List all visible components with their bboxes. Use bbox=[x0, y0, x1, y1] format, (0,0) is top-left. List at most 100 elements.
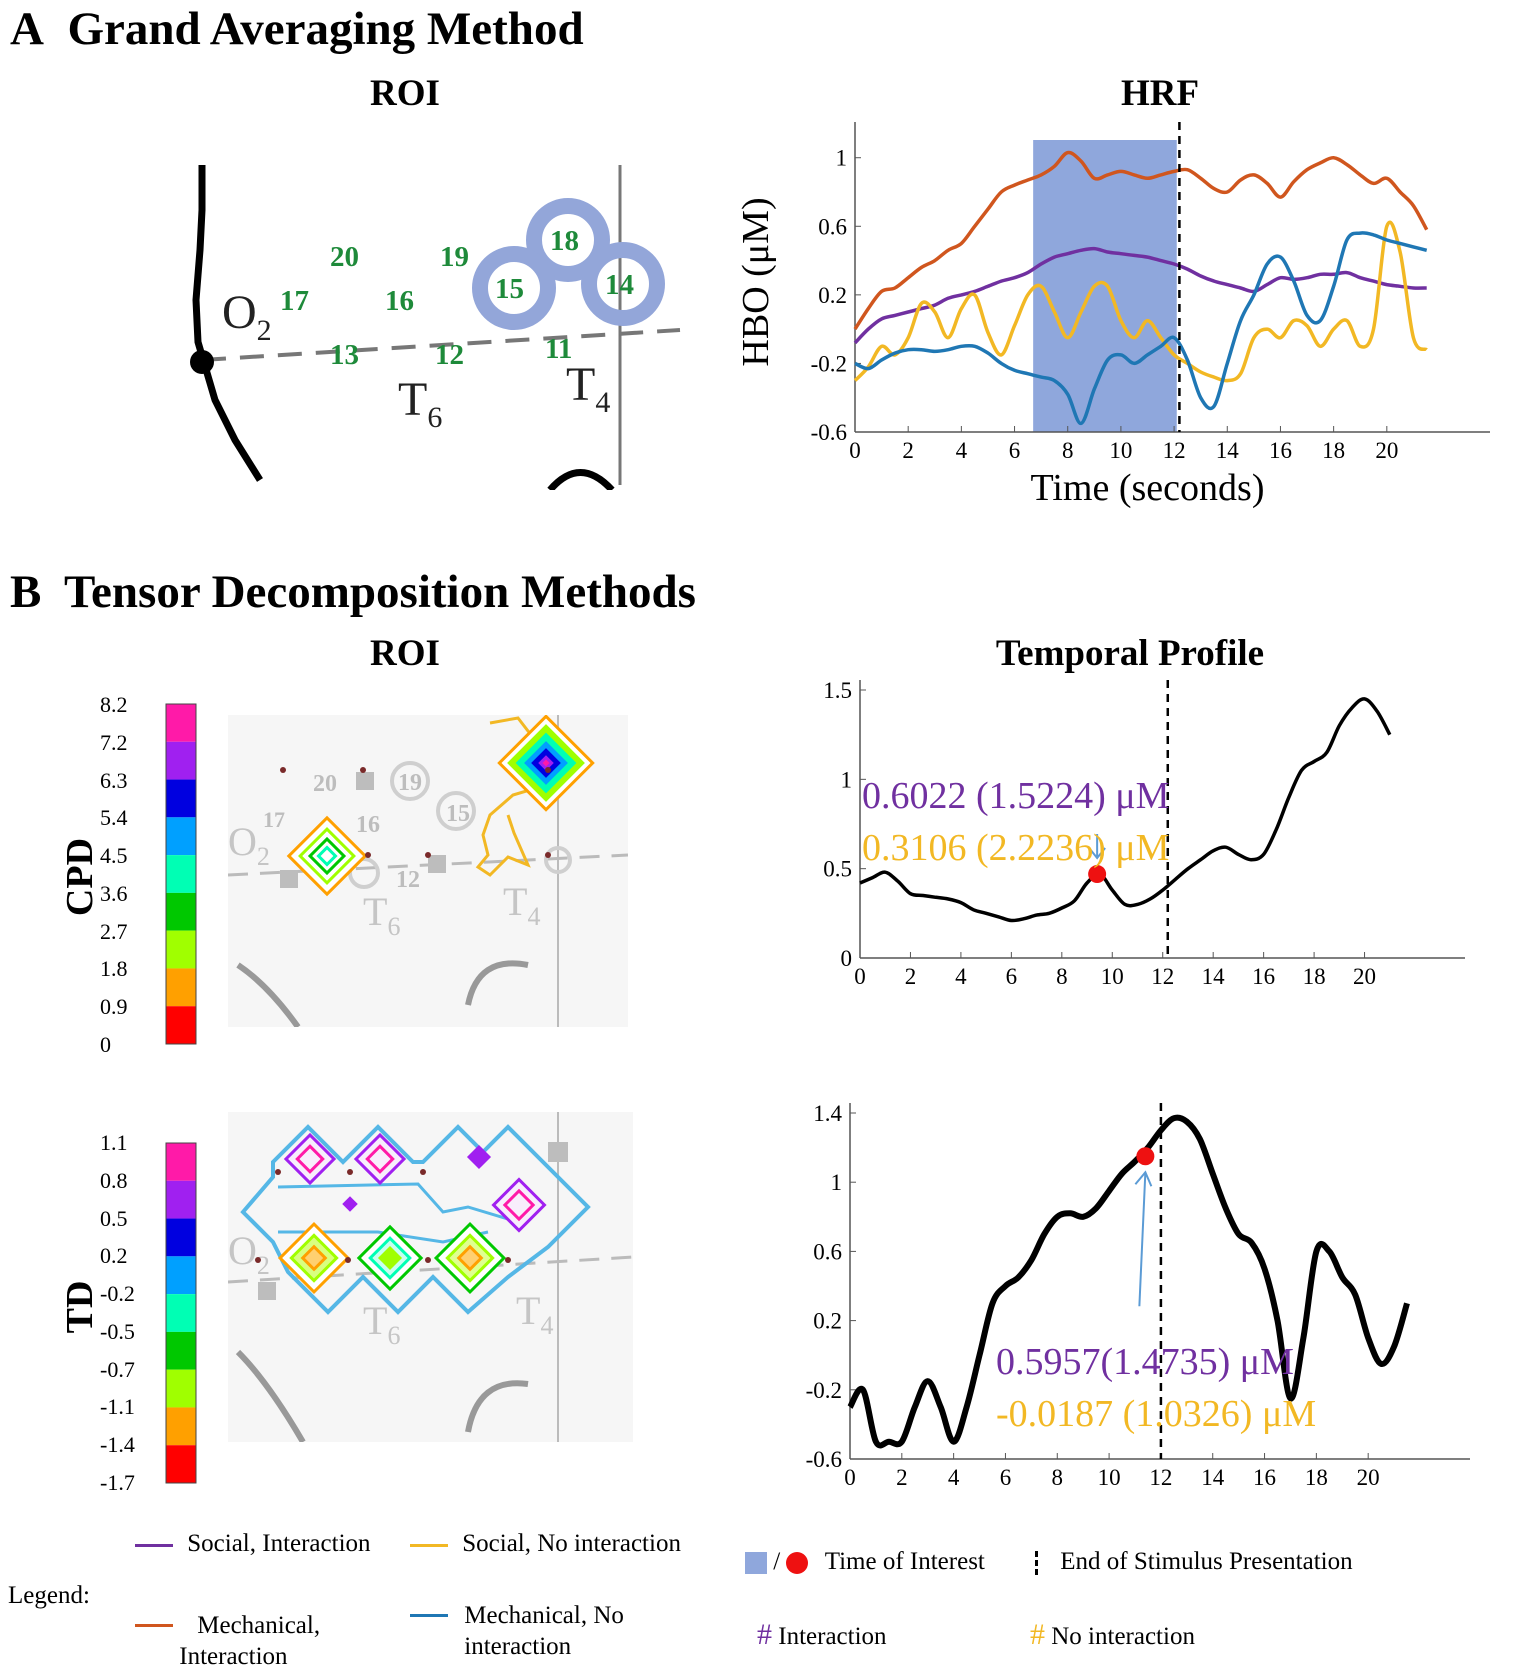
legend-title: Legend: bbox=[8, 1582, 90, 1609]
legend-line-social-no-interaction bbox=[410, 1543, 448, 1547]
colorbar-tick-label: 3.6 bbox=[100, 880, 128, 906]
legend-slash: / bbox=[773, 1548, 781, 1575]
channel-13: 13 bbox=[330, 339, 359, 371]
legend-label-social-interaction: Social, Interaction bbox=[187, 1530, 371, 1557]
y-tick-label: -0.2 bbox=[811, 351, 847, 376]
x-tick-label: 8 bbox=[1062, 438, 1074, 463]
td-colorbar bbox=[165, 1142, 197, 1484]
x-tick-label: 12 bbox=[1163, 438, 1186, 463]
series-line-social-no-interaction bbox=[853, 220, 1428, 383]
x-tick-label: 16 bbox=[1269, 438, 1292, 463]
series-line-mechanical-no-interaction bbox=[854, 231, 1428, 426]
x-tick-label: 4 bbox=[948, 1465, 960, 1490]
x-tick-label: 4 bbox=[955, 964, 967, 989]
svg-text:16: 16 bbox=[356, 812, 380, 838]
colorbar-tick-label: 2.7 bbox=[100, 918, 128, 944]
x-tick-label: 0 bbox=[849, 438, 861, 463]
legend-label-social-no-interaction: Social, No interaction bbox=[462, 1530, 681, 1557]
colorbar-tick-label: -1.7 bbox=[100, 1470, 135, 1495]
y-tick-label: 1.4 bbox=[813, 1101, 842, 1126]
colorbar-tick-label: -0.5 bbox=[100, 1318, 135, 1344]
x-tick-label: 4 bbox=[956, 438, 968, 463]
svg-text:17: 17 bbox=[263, 807, 285, 832]
x-tick-label: 18 bbox=[1305, 1465, 1328, 1490]
colorbar-segment bbox=[166, 1369, 196, 1408]
legend-no-interaction-color: # No interaction bbox=[1030, 1616, 1195, 1654]
cpd-annotation-interaction: 0.6022 (1.5224) μM bbox=[862, 775, 1170, 817]
legend-label-mechanical-interaction-1: Mechanical, bbox=[197, 1612, 321, 1639]
y-tick-label: 1.5 bbox=[823, 680, 852, 703]
legend-interaction-label: Interaction bbox=[778, 1623, 887, 1650]
legend-social-no-interaction: Social, No interaction bbox=[410, 1528, 681, 1559]
hrf-title: HRF bbox=[1120, 73, 1200, 114]
cpd-annotation: 0.6022 (1.5224) μM 0.3106 (2.2236) μM bbox=[862, 770, 1169, 874]
section-b-title-text: Tensor Decomposition Methods bbox=[64, 566, 696, 618]
colorbar-tick-label: -1.4 bbox=[100, 1432, 135, 1458]
x-tick-label: 8 bbox=[1056, 964, 1068, 989]
roi-ring-15 bbox=[472, 246, 556, 330]
colorbar-tick-label: 6.3 bbox=[100, 767, 128, 793]
y-tick-label: 0 bbox=[841, 946, 853, 971]
ear-arc bbox=[547, 469, 615, 490]
y-tick-label: -0.2 bbox=[806, 1378, 842, 1403]
time-of-interest-arrow bbox=[1088, 834, 1106, 860]
time-of-interest-arrow bbox=[1134, 1170, 1153, 1307]
y-tick-label: 1 bbox=[831, 1170, 843, 1195]
x-tick-label: 12 bbox=[1149, 1465, 1172, 1490]
colorbar-segment bbox=[166, 1006, 196, 1044]
cpd-temporal-chart: 0 2 4 6 8 10 12 14 16 18 20 1.5 1 0.5 0 bbox=[823, 680, 1465, 989]
legend-hash-purple: # bbox=[757, 1618, 772, 1651]
x-axis-label: Time (seconds) bbox=[1031, 467, 1265, 509]
colorbar-tick-label: 7.2 bbox=[100, 729, 128, 755]
section-a-title-text: Grand Averaging Method bbox=[67, 3, 584, 55]
channel-17: 17 bbox=[280, 285, 309, 317]
legend-label-mechanical-no-interaction-2: interaction bbox=[464, 1633, 572, 1661]
svg-text:20: 20 bbox=[313, 771, 337, 797]
svg-text:12: 12 bbox=[396, 867, 420, 893]
series-line-temporal-profile bbox=[859, 697, 1392, 923]
reference-line bbox=[201, 328, 681, 362]
section-b-letter: B bbox=[10, 566, 42, 618]
legend-line-social-interaction bbox=[135, 1543, 173, 1547]
time-of-interest-point bbox=[1136, 1147, 1155, 1166]
x-tick-label: 10 bbox=[1101, 964, 1124, 989]
t4-label: T4 bbox=[566, 358, 610, 419]
colorbar-segment bbox=[166, 1294, 196, 1332]
td-roi-map: O2 T6 T4 bbox=[228, 1112, 633, 1442]
colorbar-segment bbox=[166, 1445, 196, 1483]
legend-mechanical-interaction: Mechanical, Interaction bbox=[135, 1610, 320, 1673]
legend-dashed-line-icon bbox=[1035, 1551, 1038, 1576]
legend-no-interaction-label: No interaction bbox=[1051, 1623, 1195, 1650]
colorbar-tick-label: 1.8 bbox=[100, 956, 128, 982]
channel-11: 11 bbox=[545, 333, 572, 365]
x-tick-label: 18 bbox=[1303, 964, 1326, 989]
colorbar-tick-label: 0.8 bbox=[100, 1167, 128, 1193]
colorbar-tick-label: 0 bbox=[100, 1032, 111, 1057]
colorbar-segment bbox=[166, 1256, 196, 1295]
cpd-annotation-no-interaction: 0.3106 (2.2236) μM bbox=[862, 827, 1170, 869]
roi-b-title: ROI bbox=[370, 633, 440, 674]
colorbar-segment bbox=[166, 892, 196, 931]
colorbar-tick-label: 5.4 bbox=[100, 805, 128, 831]
channel-14: 14 bbox=[605, 269, 634, 301]
legend-line-mechanical-no-interaction bbox=[410, 1614, 448, 1617]
colorbar-tick-label: 0.2 bbox=[100, 1243, 128, 1269]
legend-end-stimulus: End of Stimulus Presentation bbox=[1035, 1546, 1353, 1577]
td-annotation: 0.5957(1.4735) μM -0.0187 (1.0326) μM bbox=[996, 1336, 1316, 1440]
x-tick-label: 8 bbox=[1052, 1465, 1064, 1490]
colorbar-tick-label: 0.9 bbox=[100, 994, 128, 1020]
section-a-title: A Grand Averaging Method bbox=[10, 2, 584, 56]
series-line-mechanical-interaction bbox=[853, 150, 1429, 331]
td-hotspots-bottom bbox=[277, 1221, 507, 1295]
section-b-title: B Tensor Decomposition Methods bbox=[10, 565, 696, 619]
x-tick-label: 0 bbox=[844, 1465, 856, 1490]
x-tick-label: 2 bbox=[905, 964, 917, 989]
y-tick-label: 0.6 bbox=[813, 1239, 842, 1264]
y-tick-label: -0.6 bbox=[806, 1447, 842, 1472]
cpd-colorbar bbox=[165, 703, 197, 1045]
x-tick-label: 16 bbox=[1253, 1465, 1276, 1490]
cpd-hotspot-13 bbox=[286, 815, 368, 897]
temporal-profile-title: Temporal Profile bbox=[995, 633, 1265, 674]
channel-19: 19 bbox=[440, 241, 469, 273]
